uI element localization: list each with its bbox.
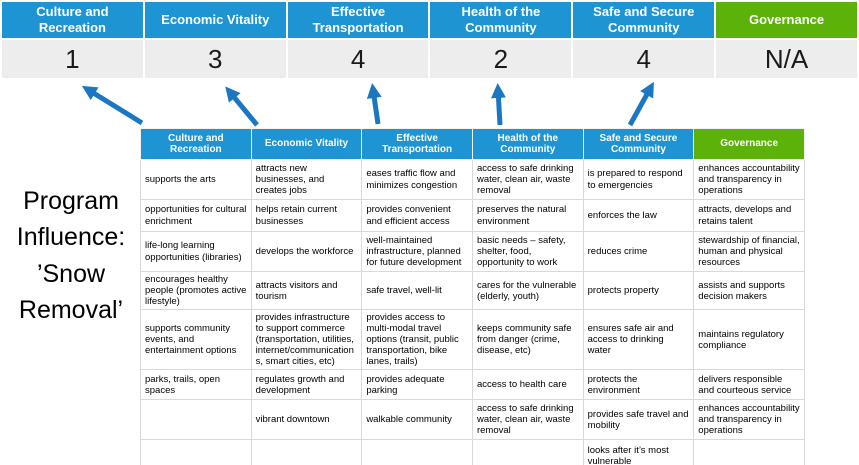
banner-category-label: Safe and Secure Community <box>573 2 715 38</box>
matrix-cell: cares for the vulnerable (elderly, youth… <box>471 270 584 311</box>
matrix-column-header: Safe and Secure Community <box>582 128 695 160</box>
matrix-row: parks, trails, open spaces regulates grow… <box>140 369 805 401</box>
matrix-cell <box>250 439 363 465</box>
matrix-cell: enforces the law <box>582 199 695 232</box>
up-arrow-icon <box>491 83 506 126</box>
matrix-cell: stewardship of financial, human and phys… <box>693 231 805 272</box>
score-banner: Culture and Recreation Economic Vitality E… <box>2 2 857 78</box>
matrix-cell: reduces crime <box>582 231 695 272</box>
matrix-cell: vibrant downtown <box>250 399 363 441</box>
banner-score: N/A <box>716 40 857 78</box>
matrix-cell: provides safe travel and mobility <box>582 399 695 441</box>
matrix-cell: safe travel, well-lit <box>361 270 473 311</box>
banner-score: 1 <box>2 40 143 78</box>
matrix-cell: supports the arts <box>140 159 252 200</box>
matrix-cell: access to health care <box>471 369 584 401</box>
up-arrow-icon <box>81 85 144 126</box>
matrix-cell: protects property <box>582 270 695 311</box>
matrix-cell: encourages healthy people (promotes acti… <box>140 270 252 311</box>
matrix-column-header: Health of the Community <box>471 128 584 160</box>
matrix-cell <box>693 439 805 465</box>
matrix-cell: provides infrastructure to support comme… <box>250 309 363 371</box>
matrix-cell: ensures safe air and access to drinking … <box>582 309 695 371</box>
banner-score: 3 <box>144 40 286 78</box>
matrix-cell: attracts, develops and retains talent <box>693 199 805 232</box>
matrix-body: supports the arts attracts new businesses… <box>140 159 805 465</box>
up-arrow-icon <box>627 81 654 127</box>
matrix-cell: supports community events, and entertain… <box>140 309 252 371</box>
matrix-cell: enhances accountability and transparency… <box>693 159 805 200</box>
matrix-row: supports the arts attracts new businesses… <box>140 159 805 200</box>
matrix-column-header: Governance <box>693 128 805 160</box>
matrix-cell: access to safe drinking water, clean air… <box>471 399 584 441</box>
banner-category-row: Culture and Recreation Economic Vitality E… <box>2 2 857 38</box>
banner-score: 2 <box>430 40 572 78</box>
matrix-cell: provides access to multi-modal travel op… <box>361 309 473 371</box>
influence-arrows <box>81 81 654 127</box>
matrix-cell: well-maintained infrastructure, planned … <box>361 231 473 272</box>
banner-score: 4 <box>573 40 715 78</box>
program-influence-label: Program Influence: ’Snow Removal’ <box>16 187 126 324</box>
matrix-cell: opportunities for cultural enrichment <box>140 199 252 232</box>
matrix-row: looks after it’s most vulnerable <box>140 439 805 465</box>
up-arrow-icon <box>366 83 382 125</box>
matrix-cell: preserves the natural environment <box>471 199 584 232</box>
matrix-cell: access to safe drinking water, clean air… <box>471 159 584 200</box>
matrix-cell: walkable community <box>361 399 473 441</box>
matrix-cell: develops the workforce <box>250 231 363 272</box>
matrix-cell: basic needs – safety, shelter, food, opp… <box>471 231 584 272</box>
matrix-cell: keeps community safe from danger (crime,… <box>471 309 584 371</box>
banner-category-label: Culture and Recreation <box>2 2 143 38</box>
matrix-cell: enhances accountability and transparency… <box>693 399 805 441</box>
matrix-cell: provides convenient and efficient access <box>361 199 473 232</box>
matrix-cell: helps retain current businesses <box>250 199 363 232</box>
matrix-cell: attracts new businesses, and creates job… <box>250 159 363 200</box>
matrix-cell: protects the environment <box>582 369 695 401</box>
banner-category-label: Governance <box>716 2 857 38</box>
matrix-row: encourages healthy people (promotes acti… <box>140 270 805 311</box>
matrix-row: life-long learning opportunities (librar… <box>140 231 805 272</box>
matrix-cell <box>471 439 584 465</box>
banner-category-label: Economic Vitality <box>144 2 286 38</box>
up-arrow-icon <box>225 86 259 127</box>
banner-score-row: 1 3 4 2 4 N/A <box>2 40 857 78</box>
matrix-cell: parks, trails, open spaces <box>140 369 252 401</box>
matrix-header: Culture and Recreation Economic Vitality E… <box>140 128 805 160</box>
matrix-column-header: Economic Vitality <box>250 128 363 160</box>
matrix-cell: eases traffic flow and minimizes congest… <box>361 159 473 200</box>
matrix-row: opportunities for cultural enrichment hel… <box>140 199 805 232</box>
matrix-cell: looks after it’s most vulnerable <box>582 439 695 465</box>
matrix-cell: delivers responsible and courteous servi… <box>693 369 805 401</box>
banner-category-label: Effective Transportation <box>287 2 429 38</box>
matrix-cell: provides adequate parking <box>361 369 473 401</box>
matrix-cell <box>361 439 473 465</box>
influence-matrix: Culture and Recreation Economic Vitality E… <box>140 128 805 465</box>
matrix-cell <box>140 439 252 465</box>
banner-score: 4 <box>287 40 429 78</box>
matrix-cell: life-long learning opportunities (librar… <box>140 231 252 272</box>
banner-category-label: Health of the Community <box>430 2 572 38</box>
matrix-cell: regulates growth and development <box>250 369 363 401</box>
matrix-row: supports community events, and entertain… <box>140 309 805 371</box>
matrix-column-header: Culture and Recreation <box>140 128 252 160</box>
matrix-cell: is prepared to respond to emergencies <box>582 159 695 200</box>
matrix-cell: assists and supports decision makers <box>693 270 805 311</box>
matrix-column-header: Effective Transportation <box>361 128 473 160</box>
matrix-cell: attracts visitors and tourism <box>250 270 363 311</box>
matrix-row: vibrant downtown walkable community access… <box>140 399 805 441</box>
matrix-cell: maintains regulatory compliance <box>693 309 805 371</box>
matrix-cell <box>140 399 252 441</box>
